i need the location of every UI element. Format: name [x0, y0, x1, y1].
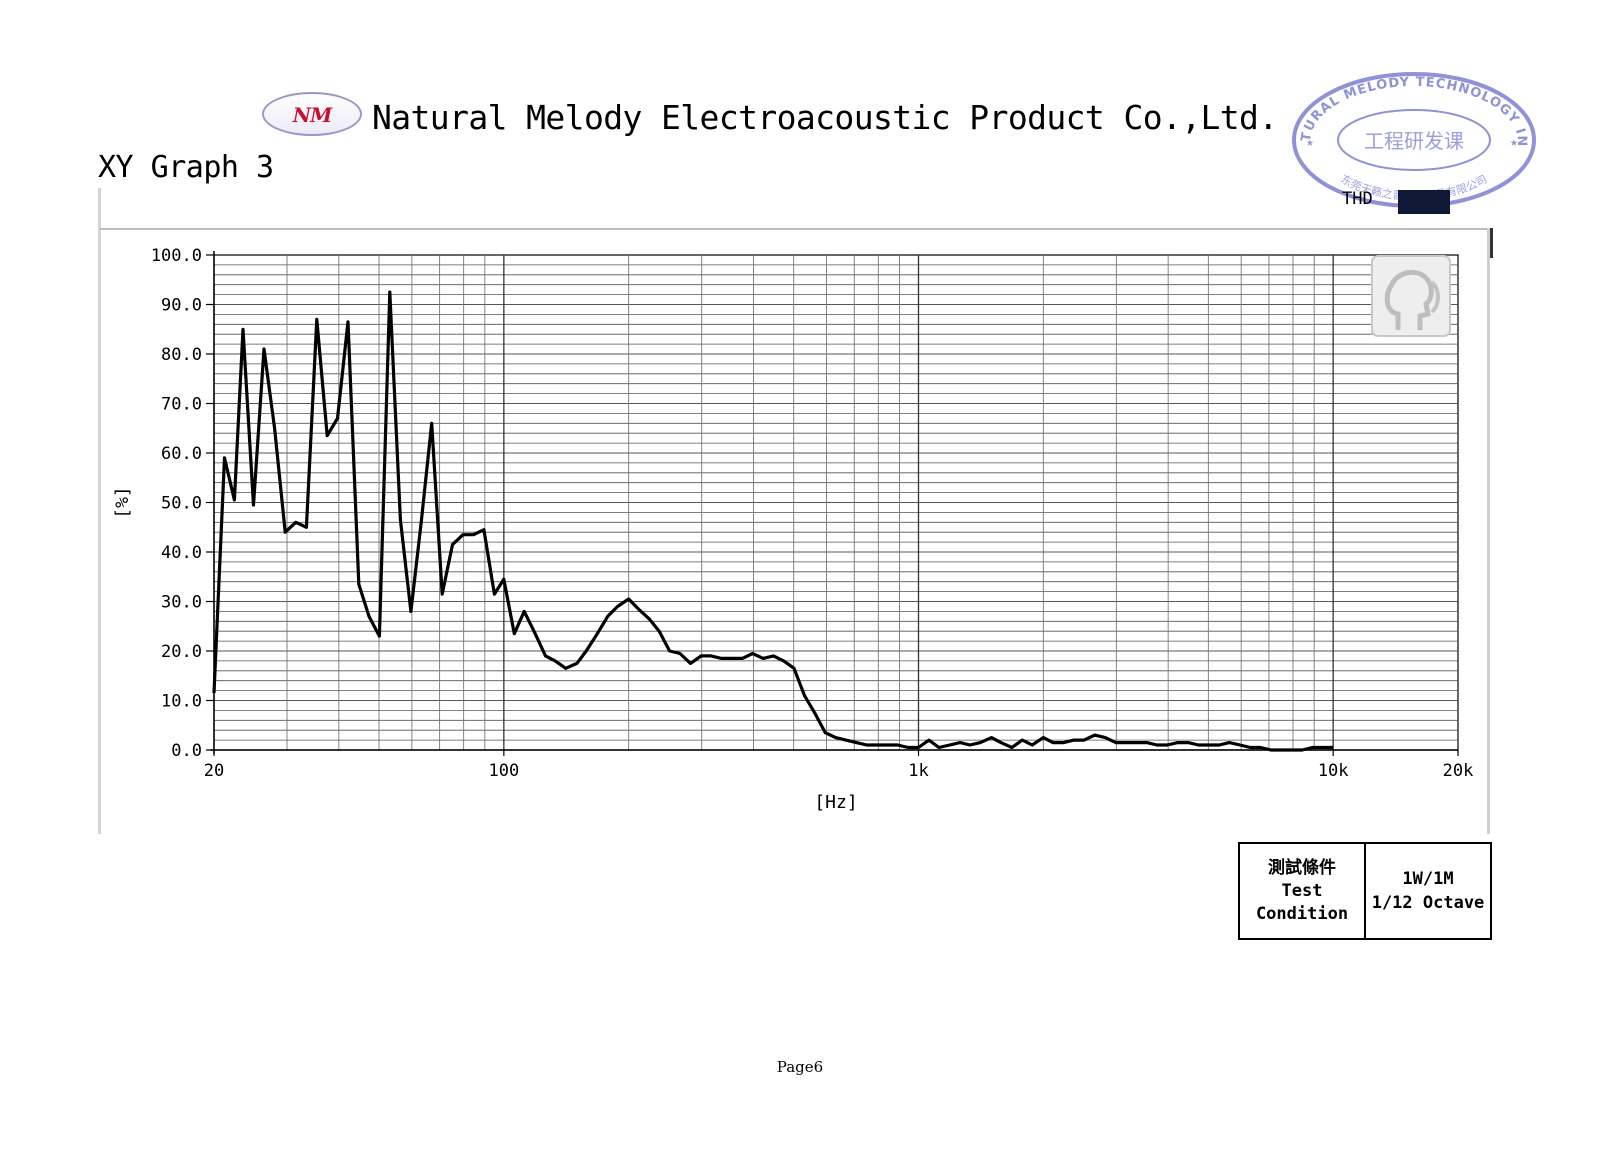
condition-label-en-2: Condition	[1255, 903, 1349, 924]
condition-value-2: 1/12 Octave	[1371, 893, 1485, 913]
y-tick-label: 10.0	[161, 692, 202, 712]
x-tick-label: 20k	[1443, 761, 1474, 781]
x-tick-label: 100	[488, 761, 519, 781]
company-seal: NATURAL MELODY TECHNOLOGY INC. 东莞天籁之音电声制…	[1290, 70, 1536, 208]
legend-label: THD	[1342, 189, 1373, 209]
y-tick-label: 20.0	[161, 642, 202, 662]
thd-chart: 0.0 10.0 20.0 30.0 40.0 50.0 60.0 70.0 80.0 90.0 1…	[112, 246, 1474, 813]
condition-label-en-1: Test	[1281, 880, 1323, 901]
condition-label-cn: 測試條件	[1268, 857, 1336, 878]
y-tick-label: 100.0	[151, 246, 202, 266]
condition-value-1: 1W/1M	[1402, 869, 1454, 889]
y-axis-label: [%]	[112, 486, 133, 519]
condition-label-cell: 測試條件 Test Condition	[1240, 844, 1366, 938]
chart-panel: 0.0 10.0 20.0 30.0 40.0 50.0 60.0 70.0 80.0 90.0 1…	[100, 188, 1496, 834]
y-tick-label: 70.0	[161, 395, 202, 415]
page-number: Page6	[776, 1058, 824, 1076]
panel-top-border	[100, 228, 1490, 230]
y-tick-label: 40.0	[161, 543, 202, 563]
condition-value-cell: 1W/1M 1/12 Octave	[1366, 844, 1490, 938]
svg-text:★: ★	[1510, 135, 1518, 150]
y-tick-label: 90.0	[161, 296, 202, 316]
x-axis-label: [Hz]	[814, 792, 857, 813]
y-tick-label: 60.0	[161, 444, 202, 464]
company-logo: NM	[262, 92, 362, 136]
company-name: Natural Melody Electroacoustic Product C…	[372, 98, 1278, 137]
panel-scroll-marker	[1490, 228, 1493, 258]
y-tick-label: 80.0	[161, 345, 202, 365]
y-tick-label: 30.0	[161, 593, 202, 613]
thd-series-line	[212, 290, 1334, 752]
x-tick-label: 10k	[1318, 761, 1349, 781]
panel-left-border	[98, 188, 101, 834]
listener-head-icon	[1371, 255, 1451, 337]
y-tick-label: 0.0	[171, 741, 202, 761]
svg-text:★: ★	[1306, 135, 1314, 150]
logo-text: NM	[292, 103, 332, 127]
x-tick-label: 1k	[908, 761, 928, 781]
panel-right-border	[1487, 228, 1490, 834]
graph-title: XY Graph 3	[98, 150, 274, 185]
svg-text:工程研发课: 工程研发课	[1364, 129, 1464, 153]
x-tick-label: 20	[204, 761, 224, 781]
legend-swatch	[1398, 190, 1450, 214]
test-condition-box: 測試條件 Test Condition 1W/1M 1/12 Octave	[1238, 842, 1492, 940]
y-tick-label: 50.0	[161, 494, 202, 514]
